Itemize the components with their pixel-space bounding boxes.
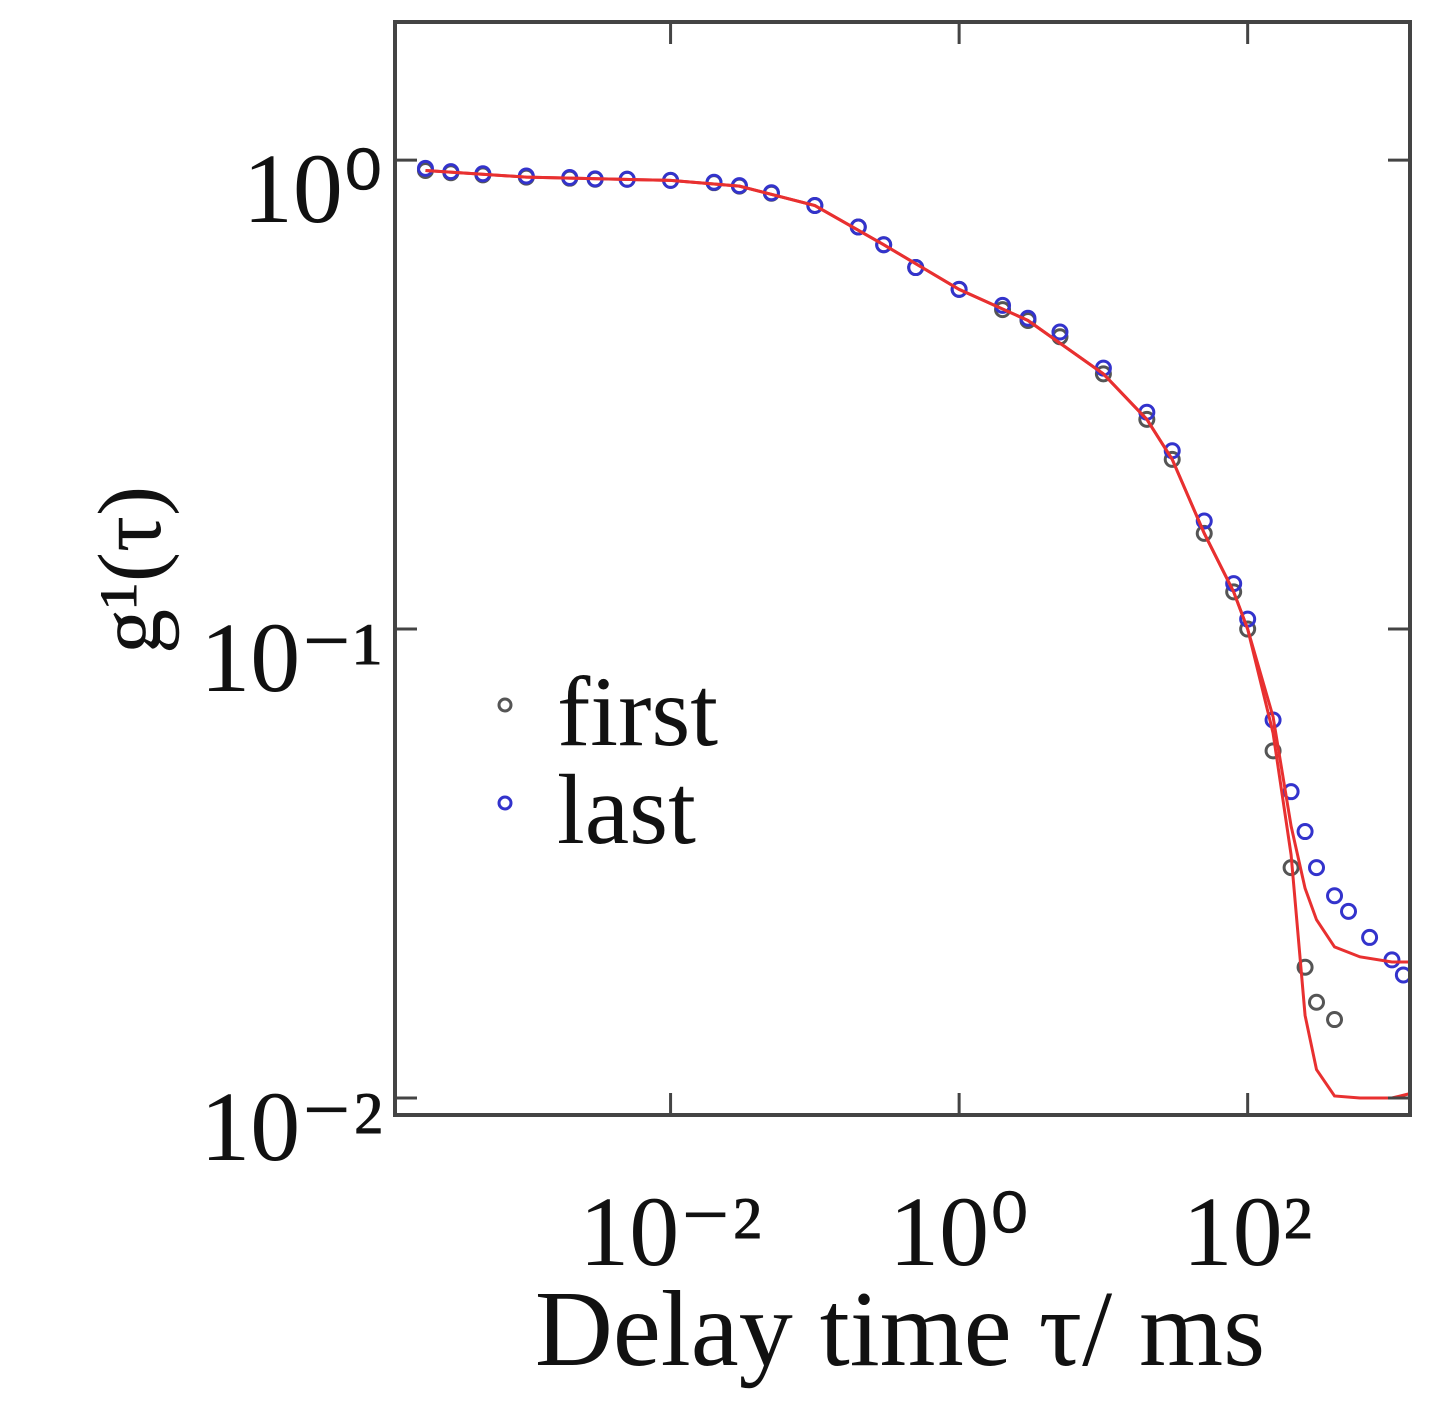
legend-label: last [557, 754, 696, 865]
legend-marker [497, 795, 513, 811]
data-point [1239, 620, 1257, 638]
data-point [1326, 887, 1344, 905]
plot-frame [393, 20, 1412, 1117]
data-point [875, 236, 893, 254]
y-tick-label: 10⁰ [243, 133, 383, 244]
data-point [1051, 323, 1069, 341]
data-point [1361, 928, 1379, 946]
legend-marker [497, 697, 513, 713]
data-point [1163, 450, 1181, 468]
data-point [416, 159, 434, 177]
data-point [806, 197, 824, 215]
y-tick-label: 10⁻¹ [200, 602, 383, 713]
data-point [1195, 512, 1213, 530]
data-point [1326, 1011, 1344, 1029]
x-tick-label: 10⁻² [579, 1176, 762, 1287]
data-point [1225, 583, 1243, 601]
x-axis-label: Delay time τ/ ms [535, 1270, 1265, 1389]
data-point [1308, 859, 1326, 877]
y-tick-label: 10⁻² [200, 1071, 383, 1182]
data-point [1340, 902, 1358, 920]
data-point [950, 280, 968, 298]
data-point [1308, 993, 1326, 1011]
data-point [1195, 524, 1213, 542]
data-point [1296, 958, 1314, 976]
data-point [1296, 823, 1314, 841]
data-point [1138, 410, 1156, 428]
legend-label: first [557, 656, 718, 767]
data-point [1094, 365, 1112, 383]
y-axis-label: g¹(τ) [81, 486, 180, 654]
x-tick-label: 10⁰ [889, 1176, 1029, 1287]
x-tick-label: 10² [1183, 1176, 1313, 1287]
fit-line [425, 169, 1409, 964]
fit-line [425, 169, 1409, 1100]
